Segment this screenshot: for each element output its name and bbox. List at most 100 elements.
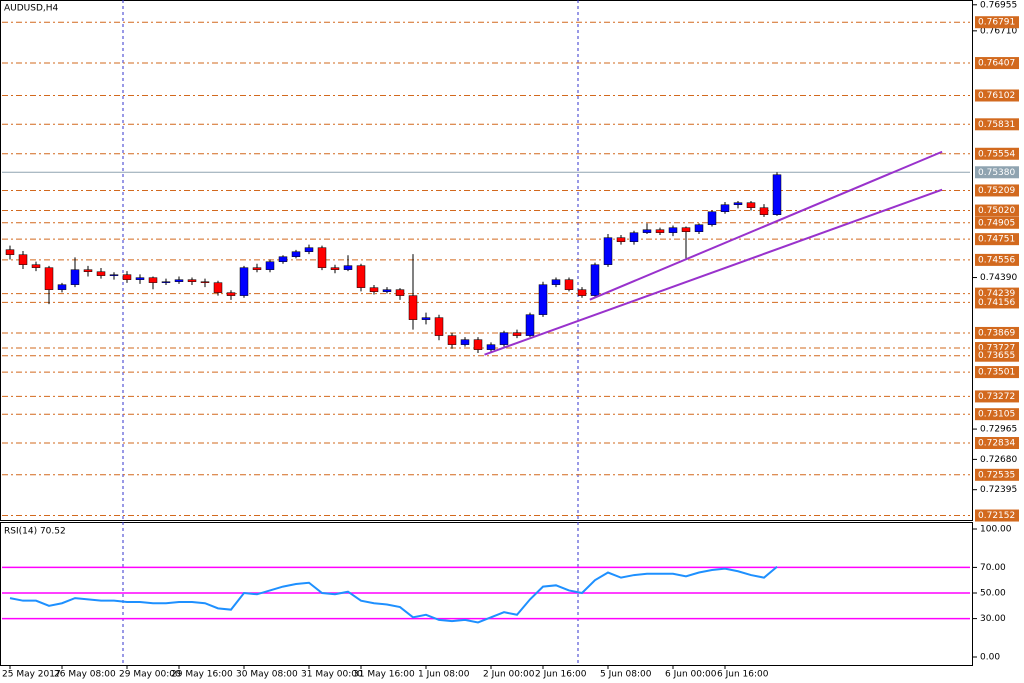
x-tick-label: 5 Jun 08:00 xyxy=(600,670,652,680)
candle-body xyxy=(655,229,665,233)
level-label: 0.73105 xyxy=(978,410,1015,420)
x-tick-label: 31 May 16:00 xyxy=(353,670,415,680)
candle-body xyxy=(629,232,639,242)
candle-body xyxy=(421,317,431,320)
level-label-box xyxy=(975,509,1019,522)
candle-body xyxy=(70,269,80,285)
candle-body xyxy=(668,227,678,233)
candle-body xyxy=(447,335,457,345)
level-label-box xyxy=(975,89,1019,102)
candle-body xyxy=(317,247,327,268)
candle-body xyxy=(382,289,392,292)
trendline xyxy=(589,150,943,301)
candle-body xyxy=(395,289,405,296)
level-label: 0.76791 xyxy=(978,18,1015,28)
candle-body xyxy=(616,237,626,242)
level-label: 0.74239 xyxy=(978,289,1015,299)
level-label-box xyxy=(975,216,1019,229)
candle-body xyxy=(642,229,652,233)
y-tick-label: 50.00 xyxy=(980,589,1006,599)
candle-body xyxy=(57,284,67,290)
level-label-box xyxy=(975,204,1019,217)
candle-body xyxy=(772,174,782,215)
level-label: 0.73727 xyxy=(978,344,1015,354)
candle-body xyxy=(239,267,249,296)
level-label-box xyxy=(975,16,1019,29)
level-label: 0.73272 xyxy=(978,392,1015,402)
x-tick-label: 2 Jun 16:00 xyxy=(535,670,587,680)
candle-body xyxy=(304,247,314,252)
x-tick-label: 6 Jun 00:00 xyxy=(665,670,717,680)
level-label-box xyxy=(975,184,1019,197)
y-tick-label: 70.00 xyxy=(980,563,1006,573)
level-label: 0.75020 xyxy=(978,206,1015,216)
candle-body xyxy=(96,271,106,276)
level-label: 0.73655 xyxy=(978,351,1015,361)
level-label: 0.75554 xyxy=(978,149,1015,159)
level-label: 0.73501 xyxy=(978,368,1015,378)
candle-body xyxy=(44,267,54,290)
level-label: 0.72152 xyxy=(978,511,1015,521)
candle-body xyxy=(590,264,600,296)
candle-body xyxy=(408,295,418,320)
level-label: 0.75209 xyxy=(978,186,1015,196)
candle-body xyxy=(538,284,548,315)
candle-body xyxy=(733,202,743,205)
candle-body xyxy=(473,339,483,350)
level-label-box xyxy=(975,390,1019,403)
x-tick-label: 2 Jun 00:00 xyxy=(483,670,535,680)
candle-body xyxy=(187,279,197,282)
level-label-box xyxy=(975,57,1019,70)
level-label: 0.74751 xyxy=(978,235,1015,245)
x-tick-label: 25 May 2017 xyxy=(2,670,61,680)
trendline xyxy=(484,188,943,356)
candle-body xyxy=(759,207,769,215)
candle-body xyxy=(226,292,236,296)
main-pane xyxy=(0,0,973,521)
candle-body xyxy=(694,224,704,232)
candle-body xyxy=(343,265,353,270)
candle-body xyxy=(707,211,717,225)
level-label: 0.74156 xyxy=(978,298,1015,308)
level-label-box xyxy=(975,118,1019,131)
candle-body xyxy=(460,339,470,345)
level-label: 0.74556 xyxy=(978,255,1015,265)
y-tick-label: 0.72965 xyxy=(980,425,1017,435)
level-label: 0.76102 xyxy=(978,91,1015,101)
rsi-line xyxy=(9,565,778,624)
x-tick-label: 29 May 00:00 xyxy=(119,670,181,680)
candle-body xyxy=(18,254,28,265)
candle-body xyxy=(174,279,184,282)
candle-body xyxy=(551,279,561,285)
y-tick-label: 0.00 xyxy=(980,653,1000,663)
y-tick-label: 0.76710 xyxy=(980,26,1017,36)
candle-body xyxy=(603,237,613,265)
level-label-box xyxy=(975,468,1019,481)
current-price-box xyxy=(975,166,1019,179)
level-label: 0.76407 xyxy=(978,59,1015,69)
level-label: 0.74905 xyxy=(978,218,1015,228)
y-tick-label: 0.72680 xyxy=(980,455,1017,465)
candle-body xyxy=(135,277,145,280)
candle-body xyxy=(161,281,171,283)
candle-body xyxy=(5,249,15,255)
level-label-box xyxy=(975,147,1019,160)
candle-body xyxy=(681,227,691,232)
candle-body xyxy=(252,267,262,270)
level-label: 0.75831 xyxy=(978,120,1015,130)
rsi-pane xyxy=(0,522,973,666)
candle-body xyxy=(109,274,119,276)
level-label: 0.72535 xyxy=(978,470,1015,480)
candle-body xyxy=(564,279,574,290)
candle-body xyxy=(265,261,275,270)
candle-body xyxy=(512,332,522,336)
candle-body xyxy=(330,267,340,270)
level-label-box xyxy=(975,437,1019,450)
candle-body xyxy=(525,314,535,336)
candle-body xyxy=(486,344,496,350)
level-label-box xyxy=(975,366,1019,379)
x-tick-label: 29 May 16:00 xyxy=(171,670,233,680)
y-tick-label: 0.76955 xyxy=(980,0,1017,10)
candle-body xyxy=(746,202,756,208)
current-price-label: 0.75380 xyxy=(978,168,1015,178)
